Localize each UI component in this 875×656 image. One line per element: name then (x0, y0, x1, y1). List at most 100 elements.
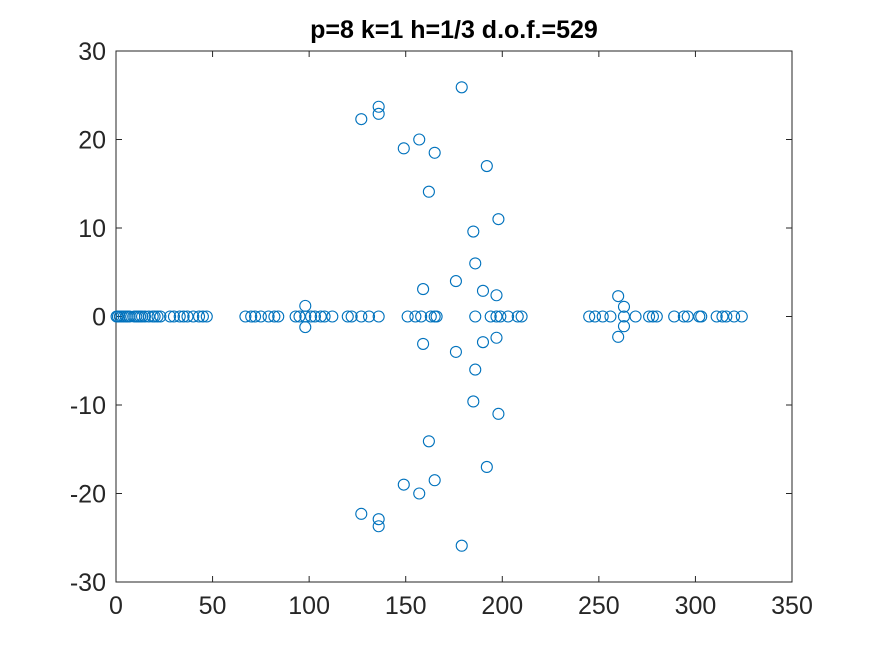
data-point (397, 478, 410, 491)
data-point (646, 310, 659, 323)
data-point (668, 310, 681, 323)
data-point (372, 100, 385, 113)
data-point (650, 310, 663, 323)
data-point (355, 310, 368, 323)
data-point (502, 310, 515, 323)
data-point (449, 345, 462, 358)
data-point (469, 310, 482, 323)
y-tick-label: 10 (78, 215, 106, 243)
x-tick-label: 100 (288, 592, 330, 620)
data-point (480, 460, 493, 474)
y-tick-label: 30 (78, 38, 106, 66)
data-point (239, 310, 252, 323)
data-point (511, 310, 524, 323)
data-point (492, 213, 505, 226)
data-point (181, 310, 194, 323)
data-point (326, 310, 339, 323)
data-point (355, 507, 368, 520)
y-tick-label: -10 (70, 392, 106, 420)
data-point (164, 310, 177, 323)
data-point (677, 310, 690, 323)
data-point (455, 81, 468, 94)
data-point (430, 310, 443, 323)
data-point (397, 142, 410, 155)
data-point (422, 185, 435, 198)
data-point (588, 310, 602, 323)
data-point (469, 363, 482, 376)
data-point (245, 310, 258, 323)
data-point (167, 310, 180, 323)
data-point (629, 310, 642, 323)
data-point (293, 310, 306, 323)
data-point (142, 310, 155, 323)
data-point (428, 474, 441, 487)
data-point (415, 310, 428, 323)
plot-area (115, 50, 793, 583)
data-point (341, 310, 354, 323)
y-tick-label: 20 (78, 127, 106, 155)
data-point (612, 330, 625, 343)
data-point (476, 336, 490, 349)
data-point (490, 289, 503, 302)
data-point (455, 539, 468, 552)
data-point (148, 310, 161, 323)
data-point (372, 513, 385, 526)
data-point (272, 310, 285, 323)
data-point (617, 310, 631, 323)
data-point (467, 395, 480, 408)
x-tick-label: 300 (675, 592, 717, 620)
data-point (484, 310, 497, 323)
x-tick-label: 250 (578, 592, 620, 620)
data-point (490, 331, 503, 344)
x-tick-label: 200 (481, 592, 523, 620)
data-point (604, 310, 617, 323)
data-point (480, 160, 493, 173)
data-point (716, 310, 729, 323)
data-point (345, 310, 358, 323)
data-point (318, 310, 331, 323)
data-point (424, 310, 437, 323)
data-point (299, 321, 312, 334)
data-point (249, 310, 262, 323)
data-point (173, 310, 186, 323)
data-point (299, 299, 312, 312)
data-point (422, 435, 435, 448)
data-point (200, 310, 213, 323)
data-point (355, 113, 368, 126)
y-tick-label: -20 (70, 481, 106, 509)
data-point (681, 310, 694, 323)
data-point (362, 310, 376, 323)
data-point (154, 310, 167, 323)
x-tick-label: 50 (199, 592, 227, 620)
data-point (515, 310, 528, 323)
data-point (492, 407, 505, 420)
data-point (193, 310, 206, 323)
data-point (490, 310, 503, 323)
data-point (138, 310, 152, 323)
data-point (617, 300, 631, 313)
data-point (612, 290, 625, 303)
data-point (413, 133, 426, 146)
data-point (413, 487, 426, 500)
x-tick-label: 350 (771, 592, 813, 620)
data-point (617, 320, 631, 333)
data-point (596, 310, 609, 323)
y-tick-label: -30 (70, 569, 106, 597)
data-point (494, 310, 507, 323)
data-point (289, 310, 302, 323)
data-point (728, 310, 741, 323)
data-point (449, 275, 462, 288)
data-points (110, 81, 748, 552)
data-point (476, 284, 490, 297)
data-point (735, 310, 748, 323)
data-point (372, 107, 385, 120)
data-point (308, 310, 321, 323)
data-point (643, 310, 656, 323)
data-point (417, 337, 430, 350)
data-point (695, 310, 708, 323)
data-point (372, 520, 385, 533)
data-point (314, 310, 327, 323)
data-point (469, 257, 482, 270)
data-point (409, 310, 422, 323)
